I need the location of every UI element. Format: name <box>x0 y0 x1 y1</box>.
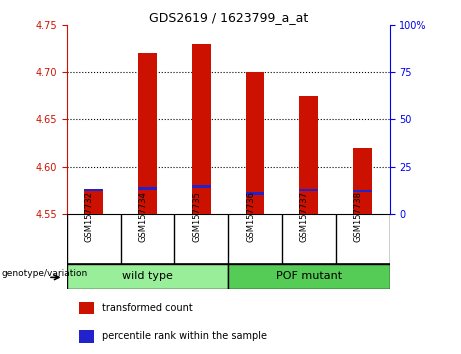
Text: genotype/variation: genotype/variation <box>1 269 88 278</box>
Text: percentile rank within the sample: percentile rank within the sample <box>102 331 267 341</box>
Bar <box>246 192 265 195</box>
Text: wild type: wild type <box>122 271 173 281</box>
Text: transformed count: transformed count <box>102 303 193 313</box>
Bar <box>138 187 157 189</box>
Text: GSM157735: GSM157735 <box>192 191 201 242</box>
Bar <box>192 185 211 188</box>
Bar <box>300 96 318 214</box>
Text: GSM157738: GSM157738 <box>354 191 363 242</box>
Title: GDS2619 / 1623799_a_at: GDS2619 / 1623799_a_at <box>148 11 308 24</box>
Bar <box>84 190 103 214</box>
Bar <box>67 264 228 289</box>
Bar <box>192 44 211 214</box>
Text: GSM157732: GSM157732 <box>85 191 94 242</box>
Bar <box>246 72 265 214</box>
Text: GSM157736: GSM157736 <box>246 191 255 242</box>
Bar <box>78 330 94 343</box>
Bar <box>138 53 157 214</box>
Bar <box>353 189 372 192</box>
Text: GSM157737: GSM157737 <box>300 191 309 242</box>
Text: POF mutant: POF mutant <box>276 271 342 281</box>
Text: GSM157734: GSM157734 <box>138 191 148 242</box>
Bar <box>228 264 390 289</box>
Bar <box>78 302 94 314</box>
Bar <box>300 189 318 192</box>
Bar <box>84 189 103 192</box>
Bar <box>353 148 372 214</box>
